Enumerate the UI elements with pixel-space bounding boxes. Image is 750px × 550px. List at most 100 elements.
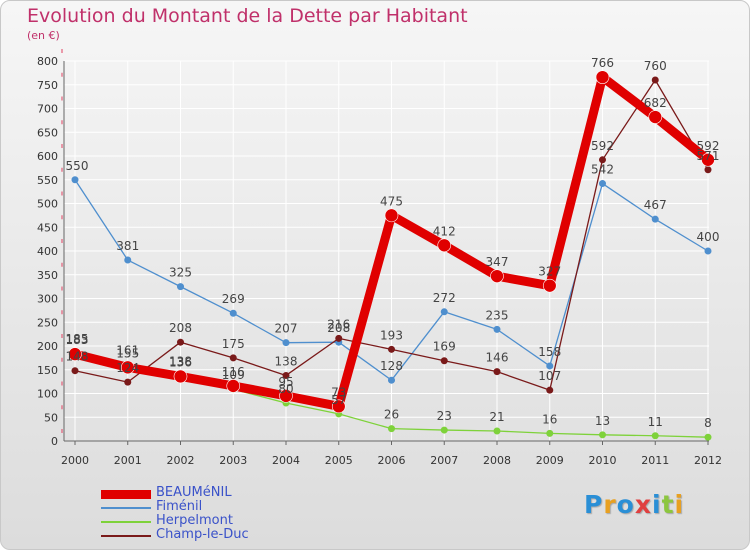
x-tick-label: 2005 [325, 454, 353, 467]
data-label: 400 [697, 230, 720, 244]
data-point [331, 399, 346, 414]
data-point [335, 334, 343, 342]
x-tick-label: 2000 [61, 454, 89, 467]
data-label: 148 [66, 350, 89, 364]
data-point [388, 345, 395, 353]
logo-letter: o [616, 490, 635, 519]
data-label: 269 [222, 292, 245, 306]
y-tick-label: 300 [37, 293, 58, 306]
data-label: 272 [433, 291, 456, 305]
x-tick-label: 2006 [378, 454, 406, 467]
data-point [68, 347, 82, 361]
data-label: 193 [380, 328, 403, 342]
data-point [701, 153, 715, 167]
logo-letter: r [603, 490, 617, 519]
data-point [542, 278, 557, 293]
data-label: 760 [644, 59, 667, 73]
y-tick-label: 750 [37, 79, 58, 92]
data-label: 208 [169, 321, 192, 335]
x-tick-label: 2004 [272, 454, 300, 467]
data-point [651, 432, 659, 440]
data-point [546, 386, 554, 394]
data-point [599, 431, 606, 439]
data-point [437, 238, 452, 253]
data-label: 95 [278, 375, 293, 389]
data-point [388, 425, 395, 433]
x-tick-label: 2009 [536, 454, 564, 467]
y-tick-label: 350 [37, 269, 58, 282]
data-label: 158 [538, 345, 561, 359]
data-point [493, 325, 501, 333]
data-label: 467 [644, 198, 667, 212]
legend-label: Herpelmont [156, 513, 233, 528]
data-label: 109 [222, 368, 245, 382]
data-label: 21 [489, 410, 504, 424]
data-label: 592 [697, 139, 720, 153]
logo-letter: x [634, 490, 652, 519]
data-point [704, 166, 712, 174]
data-label: 412 [433, 224, 456, 238]
data-point [384, 208, 399, 223]
data-point [490, 269, 504, 283]
logo-letter: t [661, 490, 675, 519]
data-label: 571 [697, 149, 720, 163]
legend-label: Champ-le-Duc [156, 527, 249, 542]
data-label: 185 [66, 332, 89, 346]
data-point [229, 309, 237, 317]
data-label: 592 [591, 139, 614, 153]
y-tick-label: 50 [44, 411, 58, 424]
data-label: 766 [591, 56, 614, 70]
data-point [440, 357, 448, 365]
data-label: 325 [169, 266, 192, 280]
data-label: 116 [222, 365, 245, 379]
data-point [493, 427, 501, 435]
data-point [177, 283, 184, 291]
y-tick-label: 450 [37, 221, 58, 234]
data-label: 682 [644, 96, 667, 110]
y-tick-label: 0 [51, 435, 58, 448]
y-tick-label: 550 [37, 174, 58, 187]
data-point [599, 156, 606, 164]
chart-title: Evolution du Montant de la Dette par Hab… [27, 5, 468, 27]
y-tick-label: 250 [37, 316, 58, 329]
legend-swatch [101, 507, 151, 509]
x-tick-label: 2001 [114, 454, 142, 467]
data-label: 128 [380, 359, 403, 373]
y-tick-label: 650 [37, 126, 58, 139]
data-point [226, 379, 241, 393]
x-tick-label: 2011 [641, 454, 669, 467]
data-label: 57 [331, 393, 346, 407]
data-label: 136 [169, 355, 192, 369]
data-point [388, 376, 395, 384]
proxiti-logo: Proxiti [584, 490, 684, 519]
y-tick-label: 100 [37, 388, 58, 401]
data-point [279, 389, 293, 403]
data-point [124, 378, 132, 386]
legend-swatch [101, 521, 151, 523]
data-point [124, 256, 132, 264]
y-tick-label: 150 [37, 364, 58, 377]
data-label: 138 [275, 354, 298, 368]
y-tick-label: 800 [37, 55, 58, 68]
data-point [546, 362, 554, 370]
data-point [71, 367, 79, 375]
y-tick-label: 200 [37, 340, 58, 353]
y-tick-label: 500 [37, 198, 58, 211]
data-point [120, 360, 135, 375]
legend-swatch [101, 489, 151, 499]
logo-letter: i [652, 490, 662, 519]
legend-swatch [101, 535, 151, 537]
chart-subtitle: (en €) [27, 29, 60, 42]
data-label: 208 [327, 321, 350, 335]
data-point [546, 429, 554, 437]
data-label: 550 [66, 159, 89, 173]
data-label: 146 [486, 351, 509, 365]
data-label: 161 [116, 344, 139, 358]
data-point [282, 339, 290, 347]
data-point [440, 308, 448, 316]
data-point [229, 354, 237, 362]
data-point [71, 176, 79, 184]
x-tick-label: 2008 [483, 454, 511, 467]
